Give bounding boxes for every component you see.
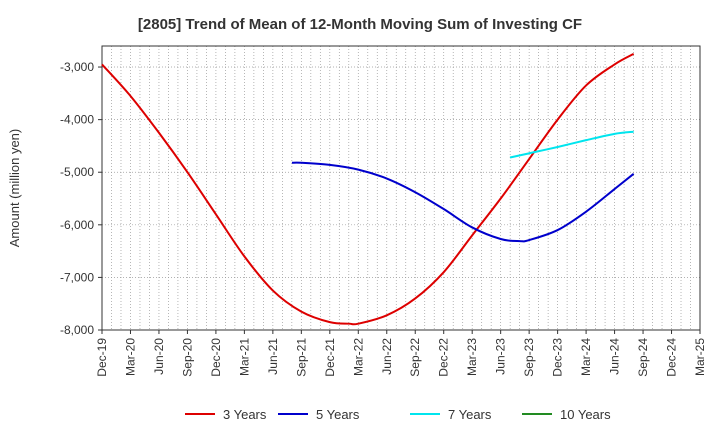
- y-tick-label: -3,000: [60, 60, 94, 74]
- x-tick-label: Sep-20: [180, 338, 194, 377]
- x-tick-label: Mar-25: [693, 338, 707, 376]
- x-tick-label: Dec-21: [323, 338, 337, 377]
- x-tick-label: Sep-23: [522, 338, 536, 377]
- x-tick-label: Mar-20: [123, 338, 137, 376]
- y-tick-label: -8,000: [60, 323, 94, 337]
- x-tick-label: Jun-22: [380, 338, 394, 375]
- x-tick-label: Mar-22: [351, 338, 365, 376]
- x-tick-label: Mar-24: [579, 338, 593, 376]
- x-tick-label: Sep-21: [294, 338, 308, 377]
- legend-label-3: 7 Years: [448, 407, 492, 422]
- y-tick-label: -5,000: [60, 165, 94, 179]
- plot-area: [102, 46, 700, 330]
- plot-frame: [101, 45, 701, 331]
- chart-title: [2805] Trend of Mean of 12-Month Moving …: [137, 16, 583, 33]
- x-tick-label: Dec-22: [437, 338, 451, 377]
- series-line-2: [291, 161, 635, 243]
- x-tick-label: Mar-21: [237, 338, 251, 376]
- x-tick-label: Mar-23: [465, 338, 479, 376]
- x-tick-label: Jun-23: [494, 338, 508, 375]
- legend-label-2: 5 Years: [316, 407, 360, 422]
- y-tick-label: -4,000: [60, 113, 94, 127]
- x-tick-label: Dec-19: [95, 338, 109, 377]
- y-axis-title: Amount (million yen): [7, 129, 22, 248]
- y-tick-label: -6,000: [60, 218, 94, 232]
- x-tick-label: Dec-23: [551, 338, 565, 377]
- series-line-3: [509, 130, 634, 159]
- series-line-1: [101, 53, 635, 326]
- x-tick-label: Jun-20: [152, 338, 166, 375]
- x-tick-label: Dec-20: [209, 338, 223, 377]
- x-tick-label: Sep-22: [408, 338, 422, 377]
- legend-label-1: 3 Years: [223, 407, 267, 422]
- legend-label-4: 10 Years: [560, 407, 611, 422]
- x-tick-label: Jun-24: [608, 338, 622, 375]
- x-tick-label: Jun-21: [266, 338, 280, 375]
- x-tick-label: Dec-24: [665, 338, 679, 377]
- x-tick-label: Sep-24: [636, 338, 650, 377]
- y-tick-label: -7,000: [60, 270, 94, 284]
